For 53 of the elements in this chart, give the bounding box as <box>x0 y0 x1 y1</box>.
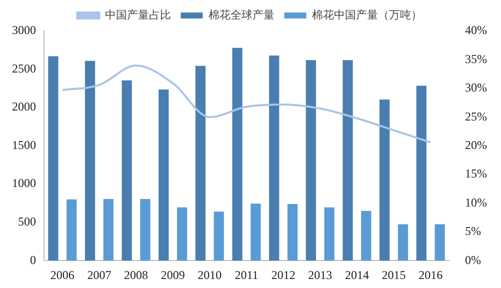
bar <box>250 204 261 261</box>
y2-tick-label: 10% <box>465 195 488 210</box>
bar <box>269 55 280 261</box>
bar <box>103 198 114 261</box>
y-tick-label: 1000 <box>12 176 36 190</box>
y2-tick-label: 15% <box>465 166 488 181</box>
bar <box>48 56 58 261</box>
x-tick-label: 2009 <box>160 268 185 282</box>
legend-label: 棉花全球产量 <box>208 8 274 22</box>
bar <box>140 198 150 261</box>
bar <box>287 204 298 261</box>
y2-tick-label: 35% <box>465 52 488 66</box>
bar <box>342 60 353 261</box>
y-tick-label: 2500 <box>12 61 36 76</box>
x-tick-label: 2016 <box>418 268 443 282</box>
legend-label: 棉花中国产量（万吨） <box>312 8 422 22</box>
x-tick-label: 2010 <box>198 268 222 282</box>
bar <box>158 90 169 261</box>
bar <box>306 60 316 261</box>
y-tick-label: 2000 <box>12 100 36 114</box>
y2-tick-label: 30% <box>465 80 488 95</box>
y-tick-label: 3000 <box>12 23 36 38</box>
x-tick-label: 2013 <box>308 268 332 282</box>
legend-label: 中国产量占比 <box>104 8 171 22</box>
bar <box>361 210 372 261</box>
bar <box>434 224 445 261</box>
x-tick-label: 2015 <box>382 268 406 282</box>
x-tick-label: 2014 <box>344 268 369 282</box>
bar <box>380 100 390 261</box>
y2-tick-label: 5% <box>465 224 482 238</box>
y-tick-label: 1500 <box>12 138 36 152</box>
bar <box>195 66 206 261</box>
y-tick-label: 0 <box>30 252 36 267</box>
y2-tick-label: 0% <box>465 252 482 267</box>
bar <box>398 224 408 261</box>
bar <box>232 48 242 261</box>
bar <box>177 207 188 261</box>
x-tick-label: 2008 <box>124 268 148 282</box>
x-tick-label: 2011 <box>234 268 258 282</box>
y2-tick-label: 40% <box>465 23 488 38</box>
y-tick-label: 500 <box>18 214 36 228</box>
y2-tick-label: 25% <box>465 109 488 124</box>
bar <box>122 80 132 261</box>
bar <box>84 60 96 261</box>
line-series <box>61 64 432 144</box>
x-tick-label: 2007 <box>87 268 112 282</box>
y2-tick-label: 20% <box>465 138 488 152</box>
x-tick-label: 2006 <box>50 268 74 282</box>
bar <box>66 199 77 261</box>
bar <box>324 207 334 261</box>
bar <box>214 212 224 261</box>
x-tick-label: 2012 <box>271 268 296 282</box>
bar <box>416 86 426 261</box>
